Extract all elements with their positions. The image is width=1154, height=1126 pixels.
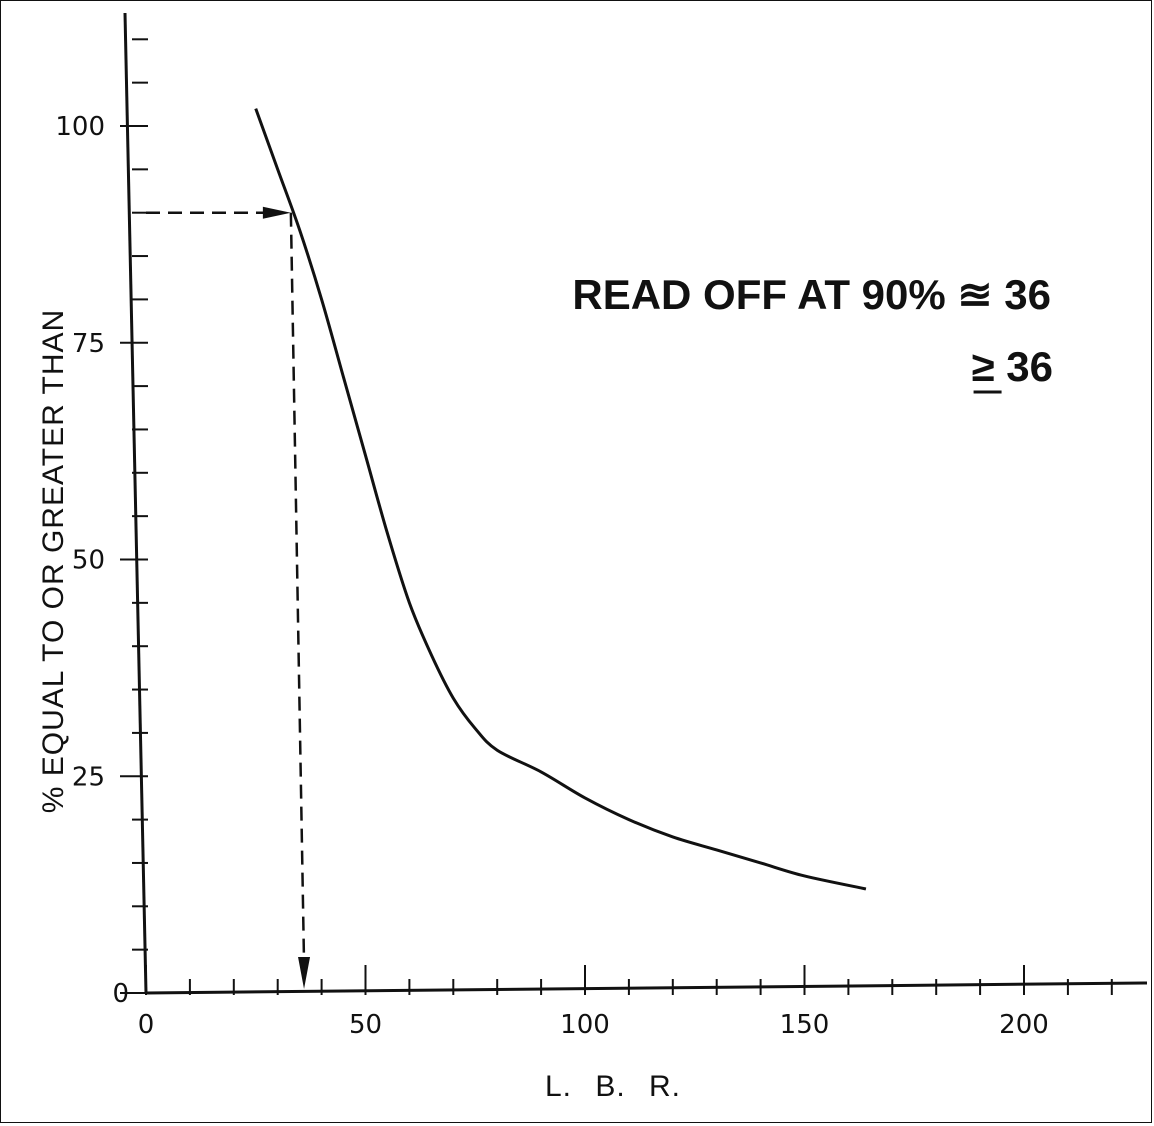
- axis-ticks: [120, 12, 1148, 995]
- x-tick-label: 50: [349, 1010, 382, 1040]
- y-tick-label: 75: [72, 329, 105, 359]
- vertical-reference-line: [289, 212, 306, 964]
- y-tick-label: 50: [72, 546, 105, 576]
- y-tick-label: 25: [72, 762, 105, 792]
- y-tick-label: 0: [112, 979, 129, 1009]
- x-axis-line: [145, 981, 1148, 995]
- x-tick-label: 100: [560, 1010, 610, 1040]
- annotation-result: ≥ 36: [972, 343, 1053, 390]
- x-tick-label: 200: [999, 1010, 1049, 1040]
- tick-labels: 0 25 50 75 100 0 50 100 150 200: [55, 112, 1048, 1040]
- reference-lines: [146, 206, 311, 989]
- annotation-read-off: READ OFF AT 90% ≊ 36: [572, 271, 1051, 318]
- right-arrowhead: [262, 206, 291, 219]
- x-tick-label: 0: [138, 1010, 155, 1040]
- x-tick-label: 150: [780, 1010, 830, 1040]
- down-arrowhead: [298, 957, 311, 989]
- x-axis-title: L. B. R.: [545, 1070, 681, 1103]
- y-tick-label: 100: [55, 112, 105, 142]
- y-axis-title: % EQUAL TO OR GREATER THAN: [37, 309, 70, 813]
- y-axis-line: [123, 12, 148, 994]
- series-curve: [254, 108, 867, 891]
